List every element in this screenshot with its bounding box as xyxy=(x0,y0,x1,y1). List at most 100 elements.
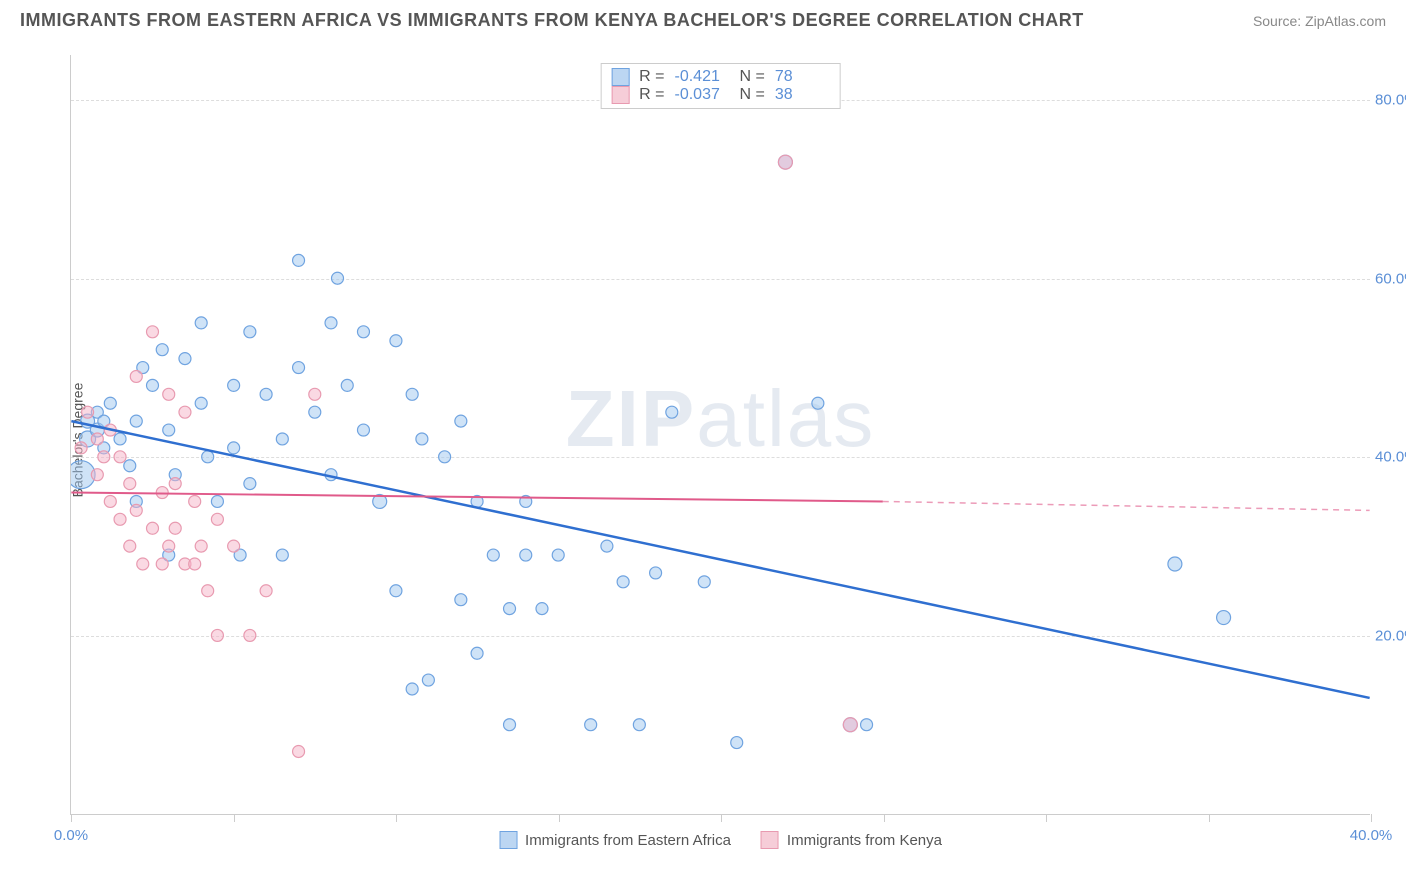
swatch-ke-icon xyxy=(761,831,779,849)
data-point xyxy=(439,451,451,463)
x-tick xyxy=(884,814,885,822)
data-point xyxy=(309,388,321,400)
data-point xyxy=(487,549,499,561)
data-point xyxy=(75,442,87,454)
n-label: N = xyxy=(740,68,765,86)
data-point xyxy=(156,558,168,570)
x-tick-label: 40.0% xyxy=(1350,827,1393,844)
data-point xyxy=(169,478,181,490)
data-point xyxy=(357,326,369,338)
data-point xyxy=(1217,611,1231,625)
data-point xyxy=(114,433,126,445)
data-point xyxy=(179,406,191,418)
x-tick xyxy=(1209,814,1210,822)
data-point xyxy=(332,272,344,284)
x-tick xyxy=(559,814,560,822)
data-point xyxy=(276,433,288,445)
data-point xyxy=(390,585,402,597)
data-point xyxy=(130,370,142,382)
data-point xyxy=(422,674,434,686)
r-label: R = xyxy=(639,68,664,86)
data-point xyxy=(156,344,168,356)
swatch-ke-icon xyxy=(611,86,629,104)
data-point xyxy=(471,647,483,659)
data-point xyxy=(406,388,418,400)
plot-svg xyxy=(71,55,1370,814)
correlation-legend: R = -0.421 N = 78 R = -0.037 N = 38 xyxy=(600,63,841,109)
data-point xyxy=(91,433,103,445)
data-point xyxy=(82,406,94,418)
source-label: Source: ZipAtlas.com xyxy=(1253,13,1386,29)
data-point xyxy=(137,558,149,570)
data-point xyxy=(124,460,136,472)
data-point xyxy=(228,442,240,454)
data-point xyxy=(211,629,223,641)
data-point xyxy=(260,585,272,597)
data-point xyxy=(293,362,305,374)
data-point xyxy=(124,478,136,490)
data-point xyxy=(504,719,516,731)
data-point xyxy=(650,567,662,579)
data-point xyxy=(778,155,792,169)
data-point xyxy=(416,433,428,445)
data-point xyxy=(520,549,532,561)
data-point xyxy=(601,540,613,552)
y-tick-label: 20.0% xyxy=(1375,628,1406,645)
y-tick-label: 80.0% xyxy=(1375,91,1406,108)
r-value-ea: -0.421 xyxy=(675,68,730,86)
y-tick-label: 60.0% xyxy=(1375,270,1406,287)
y-tick-label: 40.0% xyxy=(1375,449,1406,466)
legend-label-ke: Immigrants from Kenya xyxy=(787,832,942,849)
correlation-row-ea: R = -0.421 N = 78 xyxy=(611,68,830,86)
data-point xyxy=(179,353,191,365)
data-point xyxy=(130,504,142,516)
data-point xyxy=(202,585,214,597)
x-tick xyxy=(71,814,72,822)
data-point xyxy=(276,549,288,561)
data-point xyxy=(633,719,645,731)
r-value-ke: -0.037 xyxy=(675,86,730,104)
data-point xyxy=(244,326,256,338)
series-legend: Immigrants from Eastern Africa Immigrant… xyxy=(499,831,942,849)
n-label: N = xyxy=(740,86,765,104)
data-point xyxy=(147,379,159,391)
r-label: R = xyxy=(639,86,664,104)
data-point xyxy=(260,388,272,400)
data-point xyxy=(114,451,126,463)
data-point xyxy=(341,379,353,391)
data-point xyxy=(163,540,175,552)
data-point xyxy=(309,406,321,418)
data-point xyxy=(390,335,402,347)
data-point xyxy=(843,718,857,732)
data-point xyxy=(293,746,305,758)
data-point xyxy=(812,397,824,409)
legend-item-ea: Immigrants from Eastern Africa xyxy=(499,831,731,849)
data-point xyxy=(202,451,214,463)
data-point xyxy=(163,424,175,436)
x-tick xyxy=(1371,814,1372,822)
data-point xyxy=(1168,557,1182,571)
data-point xyxy=(189,558,201,570)
data-point xyxy=(211,495,223,507)
data-point xyxy=(195,397,207,409)
plot-area: ZIPatlas R = -0.421 N = 78 R = -0.037 N … xyxy=(70,55,1370,815)
data-point xyxy=(698,576,710,588)
x-tick xyxy=(234,814,235,822)
data-point xyxy=(357,424,369,436)
n-value-ea: 78 xyxy=(775,68,830,86)
data-point xyxy=(124,540,136,552)
correlation-row-ke: R = -0.037 N = 38 xyxy=(611,86,830,104)
data-point xyxy=(617,576,629,588)
chart-container: Bachelor's Degree ZIPatlas R = -0.421 N … xyxy=(50,45,1390,835)
data-point xyxy=(195,317,207,329)
data-point xyxy=(325,317,337,329)
data-point xyxy=(585,719,597,731)
swatch-ea-icon xyxy=(611,68,629,86)
data-point xyxy=(189,495,201,507)
n-value-ke: 38 xyxy=(775,86,830,104)
data-point xyxy=(455,415,467,427)
data-point xyxy=(130,415,142,427)
swatch-ea-icon xyxy=(499,831,517,849)
data-point xyxy=(228,379,240,391)
data-point xyxy=(104,495,116,507)
